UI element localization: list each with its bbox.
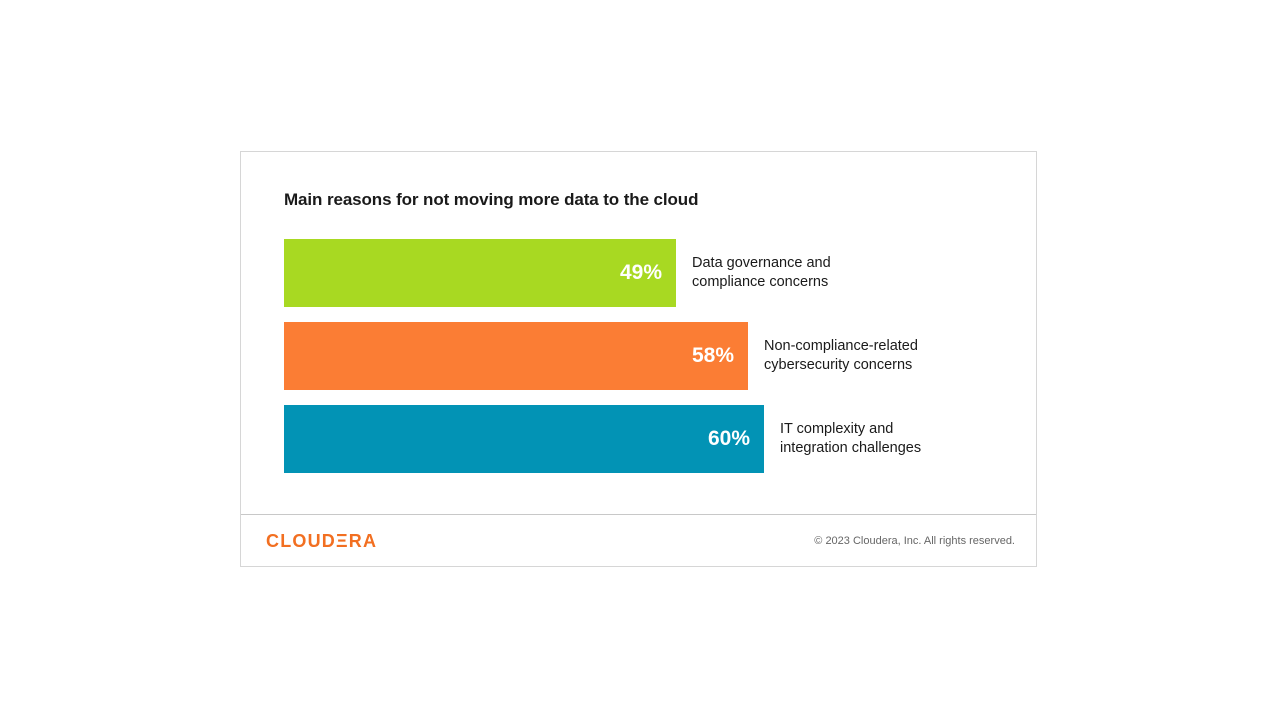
copyright-text: © 2023 Cloudera, Inc. All rights reserve… (814, 535, 1015, 547)
cloudera-logo: CLOUDΞRA (266, 531, 378, 551)
bar-label-it-complexity: IT complexity and integration challenges (780, 420, 1000, 458)
bar-data-governance: 49% (284, 239, 676, 307)
label-line: IT complexity and (780, 421, 894, 437)
bar-value: 49% (619, 261, 662, 284)
chart-card: Main reasons for not moving more data to… (240, 151, 1037, 567)
chart-title: Main reasons for not moving more data to… (284, 190, 699, 209)
footer-divider (241, 514, 1036, 515)
label-line: Non-compliance-related (764, 338, 918, 354)
label-line: integration challenges (780, 440, 922, 456)
label-line: compliance concerns (692, 274, 829, 290)
bar-label-data-governance: Data governance and compliance concerns (692, 254, 912, 292)
bar-cybersecurity: 58% (284, 322, 748, 390)
bar-it-complexity: 60% (284, 405, 764, 473)
bar-value: 60% (707, 427, 750, 450)
bar-value: 58% (691, 344, 734, 367)
bar-label-cybersecurity: Non-compliance-related cybersecurity con… (764, 337, 984, 375)
label-line: cybersecurity concerns (764, 357, 913, 373)
label-line: Data governance and (692, 255, 831, 271)
